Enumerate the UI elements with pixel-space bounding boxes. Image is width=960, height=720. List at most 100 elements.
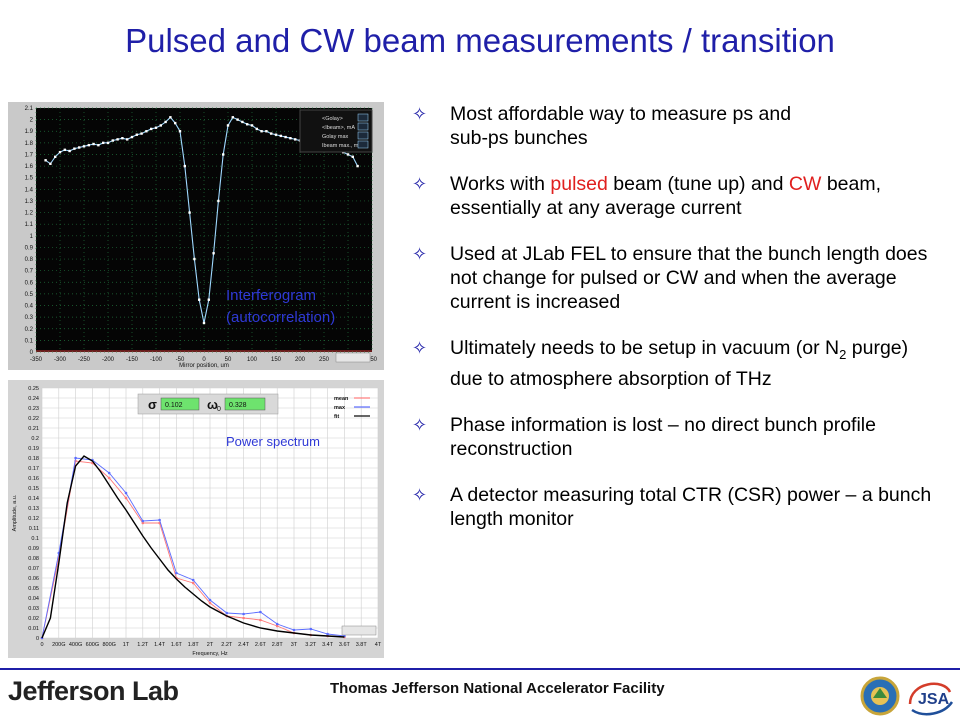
y-tick-label: 0.24	[28, 396, 39, 402]
y-tick-label: 0.09	[28, 546, 39, 552]
data-point	[270, 132, 273, 135]
data-point	[135, 133, 138, 136]
data-point	[175, 571, 178, 575]
jefferson-lab-logo: Jefferson Lab	[8, 676, 179, 707]
y-tick-label: 2	[30, 118, 34, 124]
y-tick-label: 0.4	[25, 304, 34, 310]
data-point	[164, 120, 167, 124]
y-tick-label: 1.4	[25, 187, 34, 193]
x-tick-label: 350	[367, 357, 378, 363]
y-tick-label: 0.19	[28, 446, 39, 452]
bullet-star-icon: ✧	[412, 244, 428, 264]
data-point	[208, 598, 212, 602]
data-point	[236, 118, 239, 121]
y-tick-label: 0.23	[28, 406, 39, 412]
y-tick-label: 0.13	[28, 506, 39, 512]
y-tick-label: 0.8	[25, 257, 34, 263]
y-tick-label: 1.2	[25, 211, 34, 217]
bullet-text: Most affordable way to measure ps and su…	[450, 103, 792, 149]
data-point	[141, 521, 145, 525]
x-tick-label: 1.8T	[188, 642, 200, 648]
data-point	[87, 143, 90, 147]
x-tick-label: 250	[319, 357, 330, 363]
y-tick-label: 0.01	[28, 626, 39, 632]
data-point	[178, 130, 182, 133]
x-tick-label: 200	[295, 357, 306, 363]
y-tick-label: 1.9	[25, 129, 34, 135]
graph-toolbar[interactable]	[341, 625, 377, 636]
omega-value-box	[224, 397, 266, 411]
series-line-fit	[41, 455, 345, 639]
x-tick-label: -150	[126, 357, 139, 363]
data-point	[150, 127, 153, 131]
y-tick-label: 0.2	[25, 327, 34, 333]
omega-value: 0.328	[229, 402, 247, 409]
y-tick-label: 1.8	[25, 141, 34, 147]
y-tick-label: 0.17	[28, 466, 39, 472]
x-tick-label: 1.6T	[171, 642, 183, 648]
x-tick-label: 0	[40, 642, 43, 648]
y-tick-label: 0.08	[28, 556, 39, 562]
bullet-text: CW	[788, 173, 822, 195]
data-point	[74, 456, 77, 460]
x-tick-label: 2T	[207, 642, 214, 648]
data-point	[212, 252, 215, 255]
y-tick-label: 0.06	[28, 576, 39, 582]
data-point	[191, 578, 195, 582]
y-tick-label: 0.1	[31, 536, 39, 542]
data-point	[351, 155, 354, 158]
x-tick-label: 2.6T	[255, 642, 267, 648]
slide-title: Pulsed and CW beam measurements / transi…	[125, 22, 835, 59]
data-point	[124, 491, 128, 495]
data-point	[183, 164, 186, 168]
data-point	[289, 137, 292, 140]
x-tick-label: 3.6T	[339, 642, 351, 648]
data-point	[58, 150, 62, 154]
data-point	[130, 135, 134, 139]
data-point	[97, 143, 100, 147]
data-point	[294, 138, 297, 141]
data-point	[309, 627, 313, 631]
data-point	[174, 121, 177, 125]
bullet-text: beam, essentially at any average current	[450, 173, 887, 219]
data-point	[121, 137, 124, 140]
bullet-item: ✧ Ultimately needs to be setup in vacuum …	[412, 336, 932, 391]
x-tick-label: -350	[30, 357, 43, 363]
y-tick-label: 0.22	[28, 416, 39, 422]
y-tick-label: 0.11	[29, 526, 39, 532]
legend-swatch	[357, 131, 369, 140]
legend-entry: Golay max	[322, 134, 349, 140]
data-point	[102, 141, 105, 145]
bullet-item: ✧ A detector measuring total CTR (CSR) po…	[412, 483, 932, 531]
y-tick-label: 0.1	[25, 338, 34, 344]
x-tick-label: -50	[176, 357, 185, 363]
x-tick-label: -100	[150, 357, 163, 363]
y-tick-label: 0.25	[28, 386, 39, 392]
data-point	[207, 298, 210, 301]
bullet-item: ✧ Works with pulsed beam (tune up) and CW…	[412, 172, 932, 220]
data-point	[346, 153, 350, 156]
y-tick-label: 0.12	[28, 516, 39, 522]
data-point	[49, 162, 52, 165]
bullet-text: Ultimately needs to be setup in vacuum (…	[450, 337, 840, 359]
bullet-text: Used at JLab FEL to ensure that the bunc…	[450, 243, 933, 313]
x-tick-label: -300	[54, 357, 67, 363]
graph-toolbar[interactable]	[335, 352, 371, 363]
bullet-star-icon: ✧	[412, 104, 428, 124]
y-axis-label: Amplitude, a.u.	[12, 494, 18, 531]
data-point	[126, 138, 129, 141]
y-tick-label: 1.6	[25, 164, 34, 170]
x-axis-label: Frequency, Hz	[192, 651, 228, 657]
bullet-star-icon: ✧	[412, 414, 428, 435]
sigma-value: 0.102	[165, 402, 183, 409]
data-point	[191, 581, 195, 585]
y-tick-label: 0.16	[28, 476, 39, 482]
data-point	[78, 146, 81, 149]
footer-divider	[0, 668, 960, 670]
x-tick-label: 1.4T	[154, 642, 166, 648]
chart-annotation: (autocorrelation)	[226, 309, 335, 326]
facility-name: Thomas Jefferson National Accelerator Fa…	[330, 680, 665, 697]
bullet-text: beam (tune up) and	[607, 173, 789, 195]
bullet-star-icon: ✧	[412, 174, 428, 194]
y-tick-label: 0.21	[28, 426, 39, 432]
